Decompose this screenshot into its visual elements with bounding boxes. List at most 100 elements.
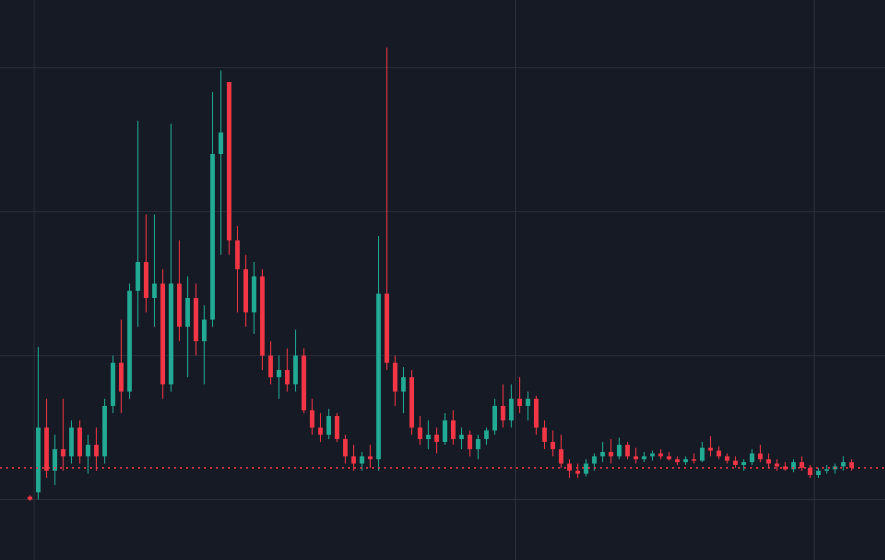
candle-body	[152, 283, 157, 298]
candle-body	[699, 447, 705, 461]
candle-body	[226, 82, 232, 241]
candle-body	[94, 444, 99, 457]
candle-body	[168, 283, 174, 385]
candle-body	[235, 240, 240, 270]
candle-body	[118, 362, 124, 392]
candle-body	[392, 362, 398, 392]
candle-body	[384, 293, 390, 363]
candle-body	[675, 459, 680, 463]
candle-body	[824, 469, 830, 471]
candle-body	[724, 456, 730, 461]
candle-body	[143, 262, 149, 298]
candle-body	[567, 463, 572, 471]
candle-body	[251, 276, 257, 313]
candle-body	[376, 293, 381, 460]
candle-body	[367, 456, 373, 460]
candle-body	[650, 453, 655, 457]
candle-body	[758, 453, 763, 460]
candle-body	[293, 355, 298, 385]
candle-body	[807, 467, 813, 476]
candle-body	[575, 470, 581, 474]
candle-body	[127, 290, 132, 392]
candle-body	[517, 398, 522, 406]
candle-body	[542, 427, 547, 442]
candle-body	[359, 456, 365, 464]
candle-body	[600, 452, 605, 457]
candle-body	[284, 369, 290, 385]
candle-body	[766, 459, 771, 464]
candle-body	[35, 427, 41, 493]
candle-body	[52, 449, 58, 471]
candle-body	[69, 427, 74, 457]
candle-body	[309, 410, 315, 428]
candle-body	[467, 434, 473, 450]
candle-body	[716, 450, 722, 457]
candle-body	[193, 297, 199, 342]
candle-body	[733, 460, 738, 465]
candle-body	[343, 439, 348, 457]
candle-body	[459, 434, 464, 440]
candle-body	[450, 420, 456, 440]
candle-body	[558, 449, 564, 464]
candle-body	[60, 449, 66, 457]
candle-body	[799, 462, 805, 468]
candle-body	[260, 276, 265, 356]
candle-body	[683, 459, 688, 463]
candle-body	[417, 427, 423, 440]
candle-body	[301, 355, 307, 411]
candle-body	[442, 420, 448, 442]
candle-body	[243, 269, 249, 313]
candle-body	[849, 462, 854, 468]
candle-body	[185, 297, 190, 327]
candle-body	[625, 444, 630, 457]
candle-body	[160, 283, 166, 385]
candle-body	[27, 496, 33, 500]
candle-body	[841, 462, 846, 467]
candle-body	[492, 405, 498, 431]
candle-body	[102, 405, 107, 457]
candle-body	[351, 456, 356, 464]
candle-body	[791, 462, 796, 470]
candle-body	[177, 283, 182, 327]
candle-body	[749, 453, 755, 463]
candle-body	[268, 355, 273, 378]
candle-body	[85, 444, 91, 457]
candle-body	[326, 416, 332, 435]
candle-body	[616, 444, 622, 457]
candle-body	[77, 427, 83, 457]
candle-body	[484, 430, 489, 440]
candle-body	[633, 456, 639, 460]
candle-body	[434, 434, 439, 442]
candle-body	[44, 427, 49, 471]
candle-body	[475, 439, 481, 450]
candle-body	[691, 459, 697, 461]
candle-body	[401, 377, 406, 392]
candle-body	[774, 463, 780, 467]
candle-body	[110, 362, 116, 406]
candle-body	[708, 447, 713, 451]
candle-body	[782, 466, 788, 470]
candle-body	[426, 434, 431, 440]
candle-body	[608, 452, 614, 457]
candle-body	[500, 405, 506, 421]
candle-body	[409, 377, 415, 428]
candle-body	[334, 416, 340, 440]
candle-body	[135, 262, 141, 291]
candle-body	[583, 463, 589, 474]
candle-body	[641, 456, 647, 460]
candle-body	[658, 453, 664, 457]
candle-body	[201, 319, 207, 342]
candle-body	[592, 456, 597, 464]
candle-body	[741, 462, 747, 465]
candle-body	[218, 132, 224, 155]
candle-body	[210, 154, 215, 320]
candle-body	[533, 398, 539, 428]
candle-body	[525, 398, 531, 406]
candle-body	[816, 470, 821, 476]
candle-body	[318, 427, 323, 435]
candle-body	[509, 398, 514, 421]
candle-body	[276, 369, 282, 378]
candle-body	[666, 456, 672, 460]
